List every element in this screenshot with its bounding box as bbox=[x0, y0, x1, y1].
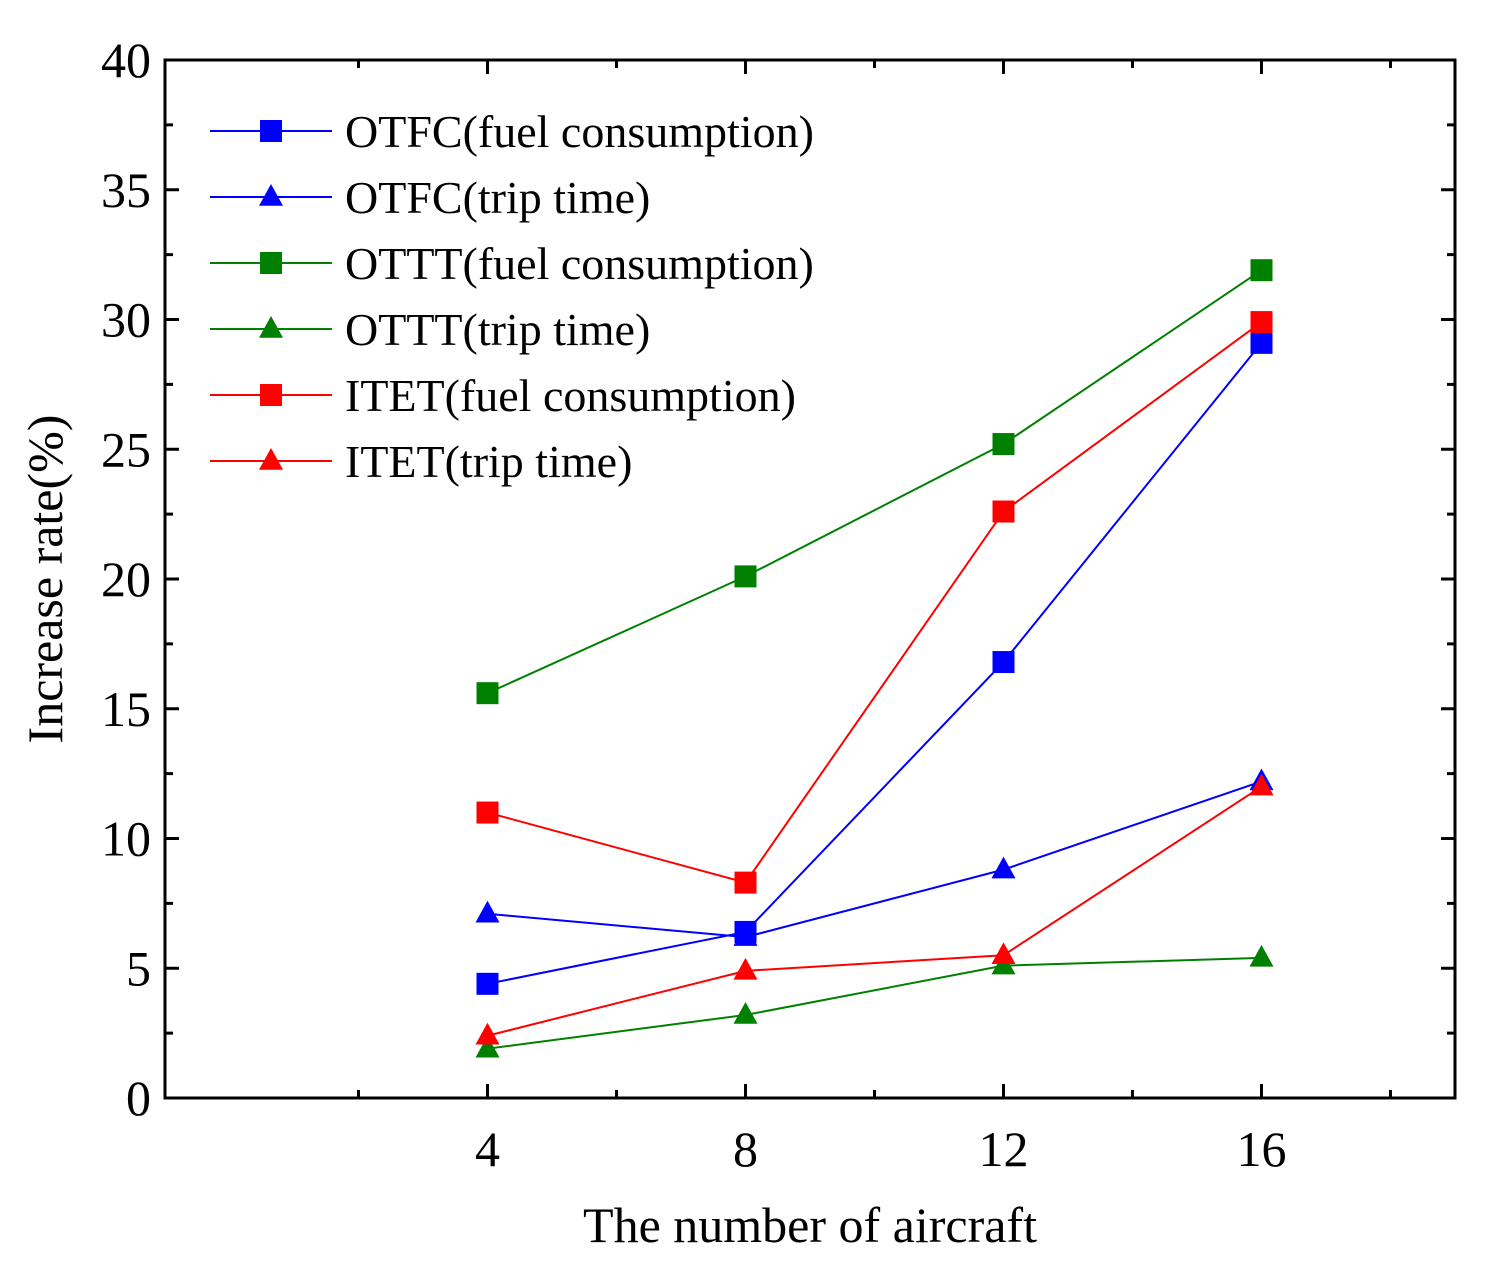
data-point bbox=[1250, 311, 1273, 334]
data-point bbox=[733, 957, 758, 980]
y-tick-label: 20 bbox=[101, 551, 151, 607]
legend-label: OTFC(fuel consumption) bbox=[345, 106, 814, 157]
x-axis-title: The number of aircraft bbox=[583, 1197, 1037, 1253]
y-tick-label: 10 bbox=[101, 811, 151, 867]
data-point bbox=[1249, 773, 1274, 796]
legend-item: ITET(trip time) bbox=[210, 436, 632, 487]
data-point bbox=[734, 871, 757, 894]
data-point bbox=[733, 924, 758, 946]
y-tick-label: 40 bbox=[101, 32, 151, 88]
data-point bbox=[734, 565, 757, 588]
series-2 bbox=[476, 259, 1273, 705]
legend-label: ITET(fuel consumption) bbox=[345, 370, 796, 421]
data-point bbox=[476, 801, 499, 824]
legend-item: OTTT(trip time) bbox=[210, 304, 650, 355]
data-point bbox=[991, 856, 1016, 879]
legend-item: ITET(fuel consumption) bbox=[210, 370, 796, 421]
legend-marker bbox=[259, 316, 283, 338]
data-point bbox=[1250, 259, 1273, 282]
data-point bbox=[475, 900, 500, 923]
data-point bbox=[992, 651, 1015, 674]
y-axis-title: Increase rate(%) bbox=[17, 415, 73, 744]
series-line bbox=[487, 269, 1263, 695]
series-5 bbox=[475, 773, 1274, 1045]
data-point bbox=[475, 1022, 500, 1045]
legend-marker bbox=[260, 384, 282, 406]
series-line bbox=[487, 785, 1263, 1037]
y-tick-label: 15 bbox=[101, 681, 151, 737]
legend-item: OTFC(trip time) bbox=[210, 172, 650, 223]
x-tick-label: 4 bbox=[475, 1121, 500, 1177]
y-tick-label: 0 bbox=[126, 1070, 151, 1126]
legend-label: OTTT(fuel consumption) bbox=[345, 238, 814, 289]
legend-label: OTFC(trip time) bbox=[345, 172, 650, 223]
x-tick-label: 16 bbox=[1237, 1121, 1287, 1177]
data-point bbox=[475, 1035, 500, 1058]
y-axis: 0 5 10 15 20 25 30 35 40 bbox=[101, 32, 1455, 1126]
series-line bbox=[487, 956, 1262, 1050]
y-tick-label: 35 bbox=[101, 162, 151, 218]
data-point bbox=[992, 433, 1015, 456]
y-tick-label: 25 bbox=[101, 421, 151, 477]
legend-marker bbox=[259, 184, 283, 206]
y-tick-label: 30 bbox=[101, 292, 151, 348]
x-tick-label: 8 bbox=[733, 1121, 758, 1177]
data-point bbox=[991, 942, 1016, 965]
data-point bbox=[1249, 944, 1274, 967]
legend: OTFC(fuel consumption) OTFC(trip time) OTT… bbox=[210, 106, 814, 487]
data-point bbox=[733, 1002, 758, 1024]
legend-marker bbox=[260, 120, 282, 142]
series-line bbox=[487, 780, 1262, 939]
x-axis: 4 8 12 16 bbox=[357, 60, 1392, 1177]
data-point bbox=[476, 972, 499, 995]
x-tick-label: 12 bbox=[979, 1121, 1029, 1177]
series-line bbox=[487, 321, 1263, 884]
series-layer bbox=[475, 259, 1274, 1058]
plot-area bbox=[163, 58, 1457, 1100]
data-point bbox=[992, 500, 1015, 523]
series-line bbox=[487, 342, 1263, 985]
series-4 bbox=[476, 311, 1273, 894]
legend-label: ITET(trip time) bbox=[345, 436, 632, 487]
legend-item: OTFC(fuel consumption) bbox=[210, 106, 814, 157]
y-tick-label: 5 bbox=[126, 940, 151, 996]
data-point bbox=[476, 682, 499, 705]
legend-label: OTTT(trip time) bbox=[345, 304, 650, 355]
legend-marker bbox=[259, 448, 283, 470]
legend-marker bbox=[260, 252, 282, 274]
legend-item: OTTT(fuel consumption) bbox=[210, 238, 814, 289]
data-point bbox=[1250, 331, 1273, 354]
